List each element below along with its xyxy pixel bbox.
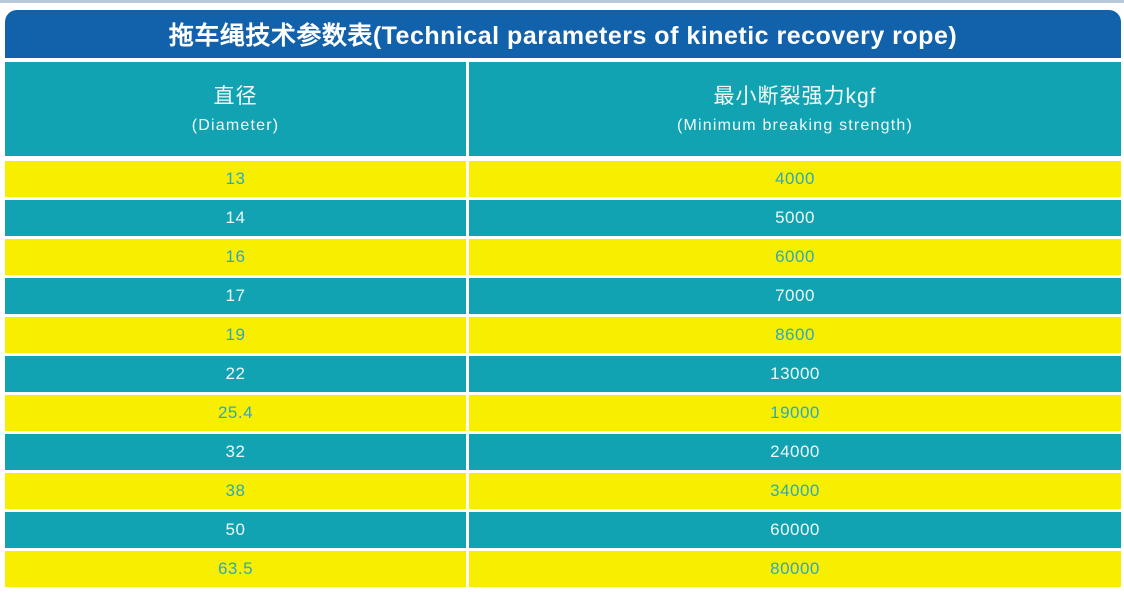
strength-cell: 34000	[469, 473, 1121, 509]
strength-cell: 6000	[469, 239, 1121, 275]
table-body: 13 4000 14 5000 16 6000 17 7000	[5, 161, 1121, 587]
spec-table-panel: 拖车绳技术参数表(Technical parameters of kinetic…	[5, 10, 1121, 590]
diameter-cell: 19	[5, 317, 466, 353]
table-row: 38 34000	[5, 473, 1121, 509]
strength-cell: 19000	[469, 395, 1121, 431]
strength-cell: 7000	[469, 278, 1121, 314]
table-title: 拖车绳技术参数表(Technical parameters of kinetic…	[168, 22, 958, 50]
header-diameter-cn: 直径	[213, 85, 258, 109]
table-row: 32 24000	[5, 434, 1121, 470]
table-row: 14 5000	[5, 200, 1121, 236]
table-row: 16 6000	[5, 239, 1121, 275]
diameter-cell: 13	[5, 161, 466, 197]
header-diameter-en: (Diameter)	[191, 116, 280, 134]
table-row: 19 8600	[5, 317, 1121, 353]
diameter-cell: 32	[5, 434, 466, 470]
header-strength-en: (Minimum breaking strength)	[676, 116, 914, 134]
strength-cell: 4000	[469, 161, 1121, 197]
top-border-line	[0, 0, 1124, 3]
strength-cell: 60000	[469, 512, 1121, 548]
strength-cell: 24000	[469, 434, 1121, 470]
header-cell-diameter: 直径 (Diameter)	[5, 62, 466, 156]
strength-cell: 13000	[469, 356, 1121, 392]
table-row: 17 7000	[5, 278, 1121, 314]
diameter-cell: 38	[5, 473, 466, 509]
diameter-cell: 16	[5, 239, 466, 275]
diameter-cell: 22	[5, 356, 466, 392]
strength-cell: 5000	[469, 200, 1121, 236]
table-header-row: 直径 (Diameter) 最小断裂强力kgf (Minimum breakin…	[5, 62, 1121, 156]
header-strength-cn: 最小断裂强力kgf	[713, 85, 877, 109]
diameter-cell: 17	[5, 278, 466, 314]
table-row: 13 4000	[5, 161, 1121, 197]
diameter-cell: 63.5	[5, 551, 466, 587]
table-row: 25.4 19000	[5, 395, 1121, 431]
diameter-cell: 25.4	[5, 395, 466, 431]
diameter-cell: 50	[5, 512, 466, 548]
diameter-cell: 14	[5, 200, 466, 236]
table-row: 22 13000	[5, 356, 1121, 392]
table-title-bar: 拖车绳技术参数表(Technical parameters of kinetic…	[5, 10, 1121, 58]
strength-cell: 80000	[469, 551, 1121, 587]
parameters-table: 直径 (Diameter) 最小断裂强力kgf (Minimum breakin…	[5, 62, 1121, 587]
header-cell-strength: 最小断裂强力kgf (Minimum breaking strength)	[469, 62, 1121, 156]
table-row: 50 60000	[5, 512, 1121, 548]
table-row: 63.5 80000	[5, 551, 1121, 587]
strength-cell: 8600	[469, 317, 1121, 353]
